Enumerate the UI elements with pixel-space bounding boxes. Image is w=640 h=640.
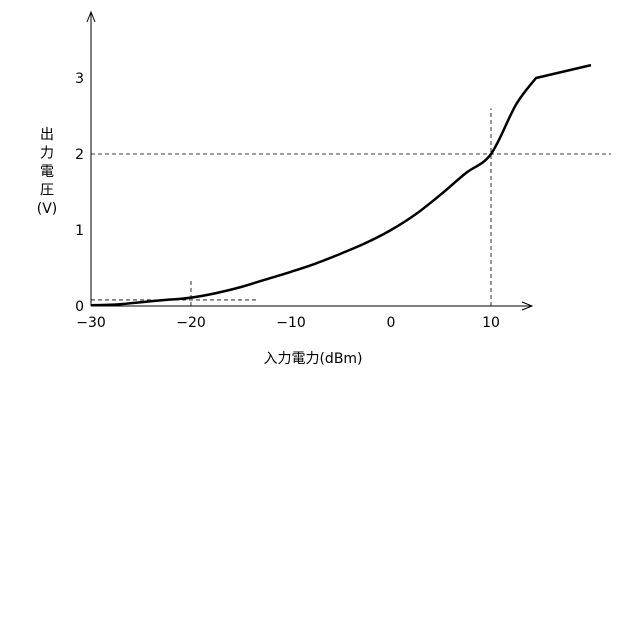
x-axis-label: 入力電力(dBm): [263, 351, 362, 367]
reference-lines: [91, 108, 611, 306]
y-axis-label-line: 出: [40, 127, 54, 143]
x-tick-label: −30: [76, 315, 106, 331]
y-tick-label: 0: [75, 299, 84, 315]
y-axis-label-line: 圧: [40, 183, 54, 199]
series-line: [91, 65, 591, 305]
x-tick-label: −10: [276, 315, 306, 331]
curve: [91, 65, 591, 305]
y-tick-label: 3: [75, 71, 84, 87]
y-axis-label-line: 力: [40, 146, 54, 162]
y-axis-label: 出力電圧 (V): [37, 127, 58, 217]
y-tick-label: 2: [75, 147, 84, 163]
x-tick-label: 0: [387, 315, 396, 331]
y-axis-label-line: (V): [37, 201, 58, 217]
y-axis-label-line: 電: [40, 164, 54, 180]
tick-labels: −30 −20 −10 0 10 0 1 2 3: [75, 71, 500, 331]
x-tick-label: 10: [482, 315, 500, 331]
x-tick-label: −20: [176, 315, 206, 331]
y-tick-label: 1: [75, 223, 84, 239]
